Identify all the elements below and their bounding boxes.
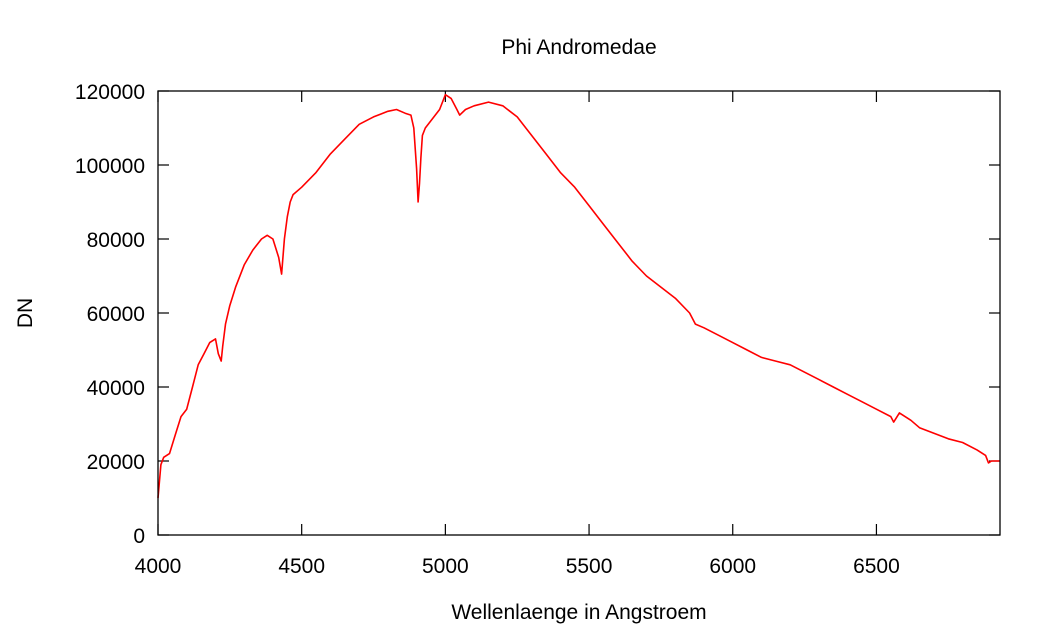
x-tick-label: 5000	[422, 555, 469, 578]
x-tick-label: 6500	[853, 555, 900, 578]
y-tick-label: 80000	[87, 229, 145, 252]
y-tick-label: 100000	[75, 155, 145, 178]
y-tick-label: 60000	[87, 303, 145, 326]
x-tick-label: 6000	[709, 555, 756, 578]
y-tick-label: 20000	[87, 451, 145, 474]
series-layer	[157, 93, 1000, 499]
y-tick-label: 120000	[75, 81, 145, 104]
y-axis-title: DN	[14, 298, 37, 328]
x-tick-label: 4000	[135, 555, 182, 578]
x-tick-label: 5500	[566, 555, 613, 578]
tick-labels: 4000 4500 5000 5500 6000 6500 0 20000 40000 60000…	[75, 81, 900, 578]
y-tick-label: 0	[133, 525, 145, 548]
series-line-0	[157, 93, 1000, 499]
x-axis-title: Wellenlaenge in Angstroem	[451, 601, 706, 624]
axis-ticks	[157, 90, 1000, 536]
plot-frame	[157, 90, 1001, 536]
chart-title: Phi Andromedae	[501, 36, 656, 59]
x-tick-label: 4500	[278, 555, 325, 578]
y-tick-label: 40000	[87, 377, 145, 400]
